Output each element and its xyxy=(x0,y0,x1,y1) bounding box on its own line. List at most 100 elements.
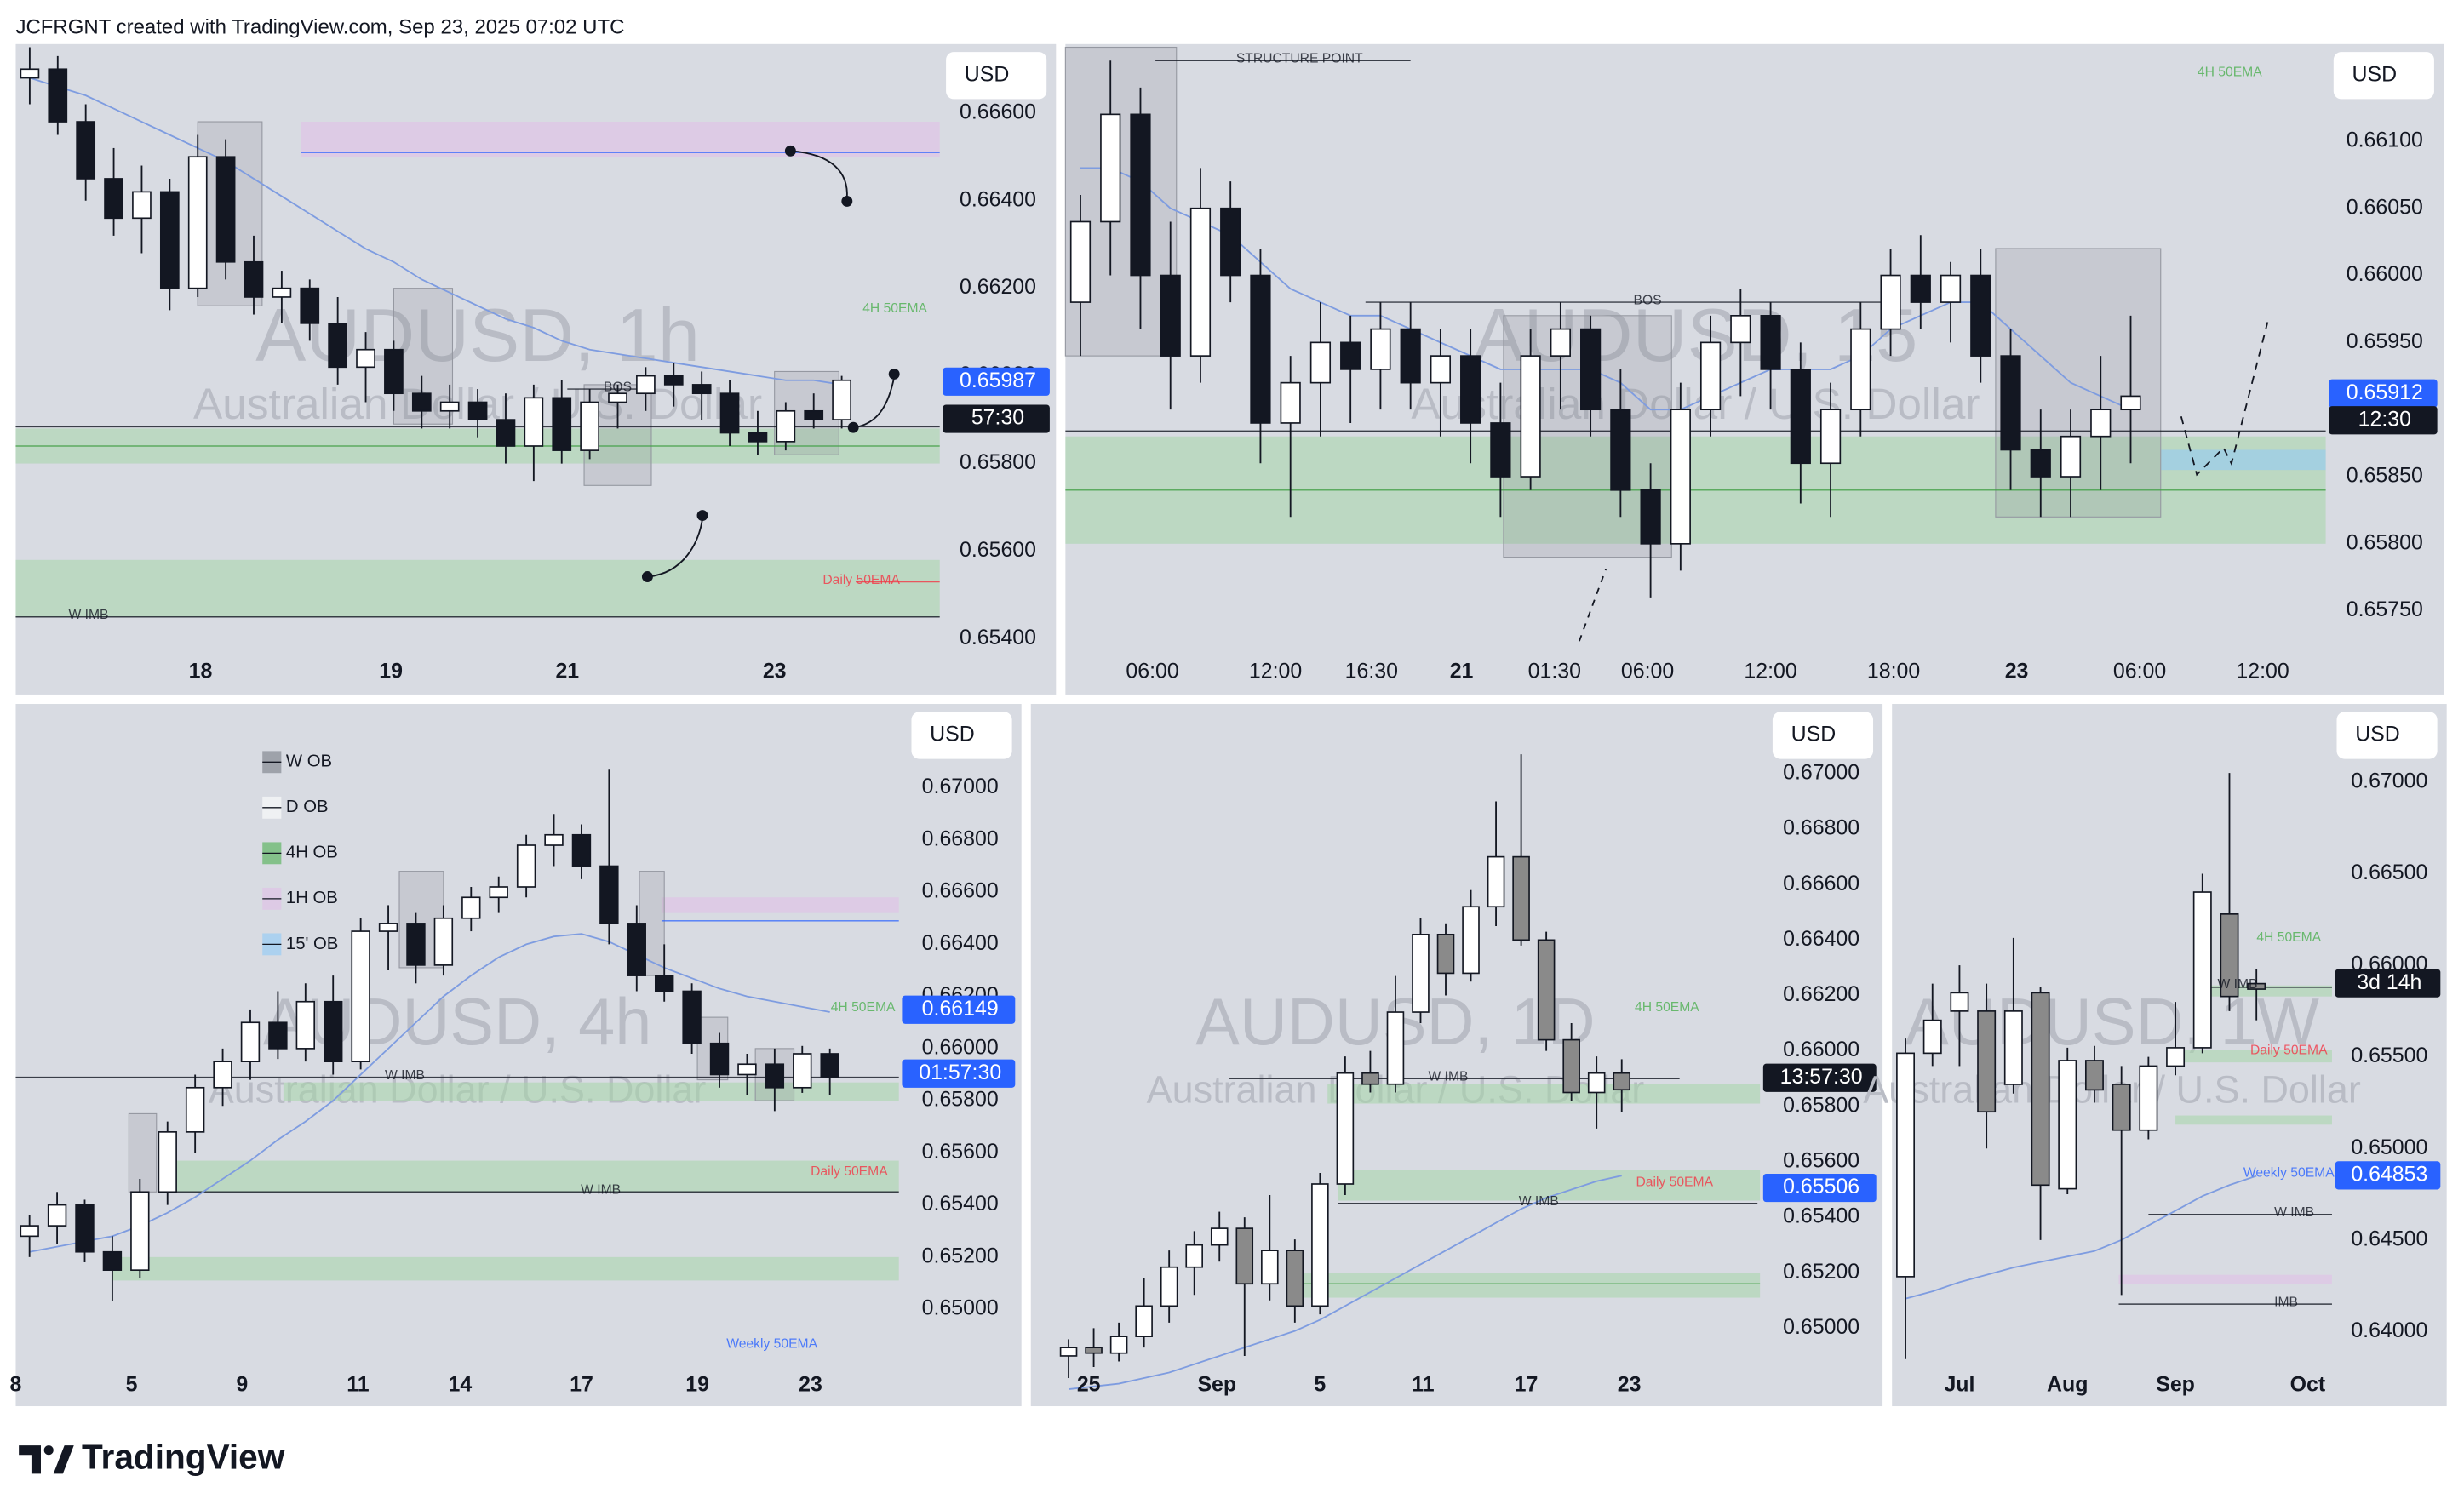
panel xyxy=(1065,43,2444,695)
candle-body xyxy=(1730,314,1751,344)
candle-body xyxy=(580,401,599,451)
annotation: W IMB xyxy=(385,1068,425,1083)
candle-body xyxy=(356,348,375,369)
y-tick-label: 0.65850 xyxy=(2347,464,2423,488)
watermark-description: Australian Dollar / U.S. Dollar xyxy=(1863,1068,2361,1112)
candle-body xyxy=(1512,855,1530,941)
currency-button[interactable] xyxy=(2336,712,2438,759)
candle-body xyxy=(2030,449,2051,478)
candle-body xyxy=(461,896,481,919)
price-label-box xyxy=(2329,406,2438,435)
candle-body xyxy=(1261,1250,1279,1285)
currency-label[interactable]: USD xyxy=(965,62,1010,86)
x-tick-label: 12:00 xyxy=(2236,660,2289,684)
y-tick-label: 0.65000 xyxy=(2351,1135,2427,1159)
candle-body xyxy=(748,432,768,443)
price-label-box xyxy=(943,404,1050,433)
candle-body xyxy=(272,287,292,298)
candle-body xyxy=(20,1225,39,1238)
zone xyxy=(661,897,899,913)
candle-body xyxy=(2112,1084,2131,1131)
y-tick-label: 0.66800 xyxy=(1783,816,1859,840)
y-tick-label: 0.65600 xyxy=(960,538,1036,562)
x-tick-label: 21 xyxy=(1450,660,1474,684)
y-tick-label: 0.64000 xyxy=(2351,1318,2427,1342)
currency-label[interactable]: USD xyxy=(930,723,975,746)
y-tick-label: 0.66200 xyxy=(1783,982,1859,1006)
currency-button[interactable] xyxy=(2333,52,2434,100)
y-tick-label: 0.65600 xyxy=(1783,1149,1859,1173)
currency-button[interactable] xyxy=(911,712,1012,759)
y-tick-label: 0.65400 xyxy=(960,626,1036,649)
candle-body xyxy=(213,1061,232,1089)
candle-body xyxy=(104,178,123,220)
candle-body xyxy=(411,392,432,412)
x-tick-label: 9 xyxy=(236,1373,248,1397)
x-tick-label: 16:30 xyxy=(1345,660,1398,684)
annotation: W IMB xyxy=(2274,1205,2314,1220)
zone xyxy=(1338,1170,1761,1201)
candle-body xyxy=(102,1250,123,1271)
candle-body xyxy=(1910,274,1931,303)
y-tick-label: 0.66200 xyxy=(960,275,1036,299)
candle-body xyxy=(1189,207,1212,357)
candle-body xyxy=(1280,381,1301,424)
currency-label[interactable]: USD xyxy=(2352,62,2398,86)
candle-body xyxy=(467,401,488,420)
y-tick-label: 0.66000 xyxy=(922,1035,999,1059)
chart-panel: AUDUSD, 4hAustralian Dollar / U.S. Dolla… xyxy=(10,704,1022,1407)
footer-brand: TradingView xyxy=(82,1437,285,1476)
candle-body xyxy=(1699,341,1722,411)
candle-body xyxy=(1370,328,1391,370)
currency-label[interactable]: USD xyxy=(2355,723,2400,746)
y-tick-label: 0.65950 xyxy=(2347,329,2423,353)
zone xyxy=(2160,449,2326,471)
zone xyxy=(175,1160,899,1193)
candle-body xyxy=(544,833,564,846)
currency-button[interactable] xyxy=(1772,712,1874,759)
x-tick-label: Aug xyxy=(2047,1373,2088,1397)
candle-body xyxy=(185,1086,205,1133)
price-label-box xyxy=(902,995,1016,1024)
order-block xyxy=(1064,46,1178,357)
candle-body xyxy=(793,1053,812,1089)
candle-body xyxy=(1130,113,1151,277)
price-label-box xyxy=(943,367,1050,396)
ema-line xyxy=(29,933,830,1253)
candle-body xyxy=(1610,409,1631,491)
annotation: Daily 50EMA xyxy=(822,573,900,587)
candle-body xyxy=(737,1063,757,1076)
x-tick-label: 17 xyxy=(1515,1373,1539,1397)
candle-body xyxy=(1220,207,1241,277)
price-label: 01:57:30 xyxy=(919,1061,1001,1084)
watermark-symbol: AUDUSD, 1W xyxy=(1905,986,2319,1059)
candle-body xyxy=(48,68,68,123)
candle-body xyxy=(1562,1038,1580,1094)
candle-body xyxy=(295,1000,316,1050)
candle-body xyxy=(709,1042,730,1076)
currency-button[interactable] xyxy=(946,52,1047,100)
x-tick-label: 23 xyxy=(1618,1373,1642,1397)
price-label: 3d 14h xyxy=(2357,970,2421,994)
candle-body xyxy=(636,375,656,395)
candle-body xyxy=(300,287,320,324)
x-tick-label: 23 xyxy=(763,660,787,684)
y-tick-label: 0.66000 xyxy=(2347,262,2423,286)
candle-body xyxy=(1587,1072,1606,1094)
x-tick-label: 23 xyxy=(2005,660,2029,684)
currency-label[interactable]: USD xyxy=(1791,723,1837,746)
candle-body xyxy=(1640,489,1661,545)
candle-body xyxy=(406,923,426,966)
x-tick-label: Jul xyxy=(1944,1373,1974,1397)
annotation: W IMB xyxy=(1519,1194,1559,1209)
x-tick-label: 06:00 xyxy=(1621,660,1674,684)
candle-body xyxy=(2060,435,2082,478)
y-tick-label: 0.66500 xyxy=(2351,861,2427,884)
candle-body xyxy=(1412,933,1430,1013)
price-label: 0.65912 xyxy=(2347,380,2423,404)
x-tick-label: 23 xyxy=(799,1373,822,1397)
